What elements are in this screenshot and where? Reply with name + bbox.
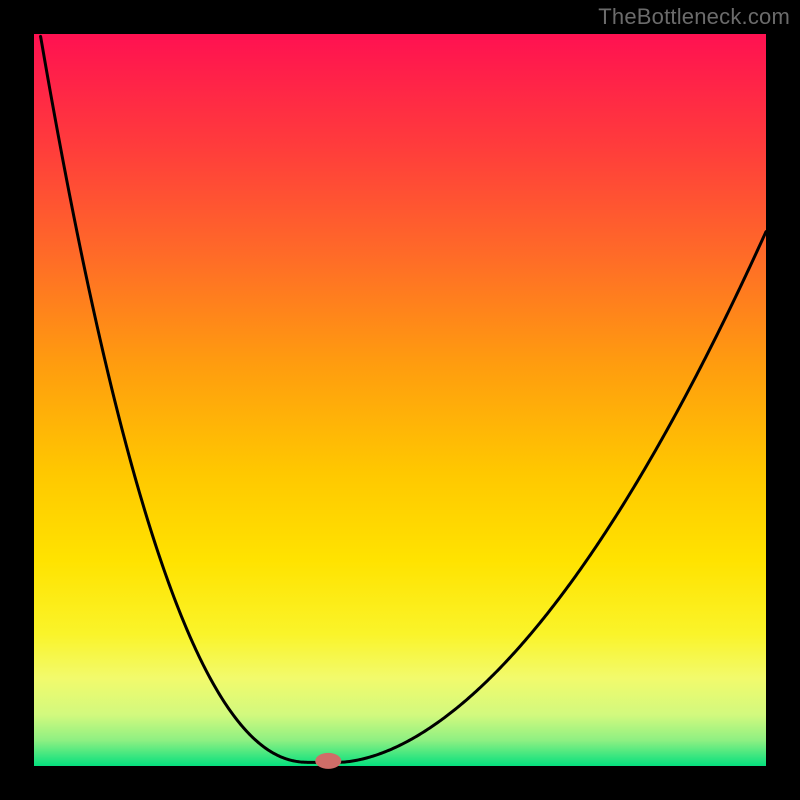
optimum-marker (315, 753, 341, 769)
bottleneck-chart (0, 0, 800, 800)
plot-background (34, 34, 766, 766)
